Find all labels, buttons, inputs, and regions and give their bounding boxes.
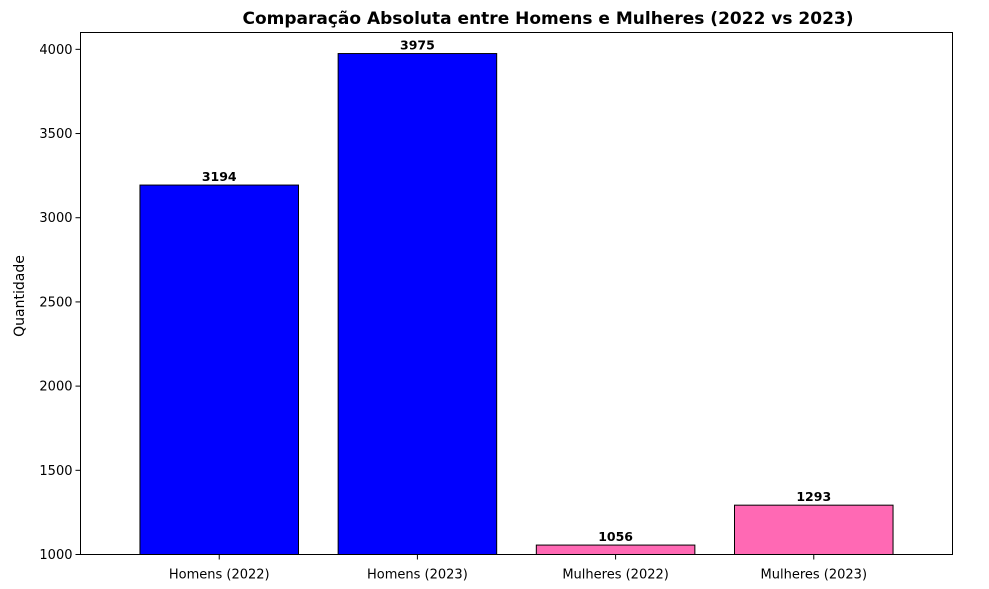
plot-frame: [80, 32, 953, 555]
x-tick-label-2: Mulheres (2022): [562, 568, 669, 583]
y-tick-label-4: 3000: [39, 211, 72, 226]
chart-title: Comparação Absoluta entre Homens e Mulhe…: [242, 9, 853, 29]
y-axis-label: Quantidade: [12, 255, 28, 337]
x-axis-ticks: Homens (2022) Homens (2023) Mulheres (2022…: [169, 554, 868, 583]
y-tick-label-6: 4000: [39, 43, 72, 58]
value-label-3: 1293: [796, 489, 831, 504]
bar-1: [337, 53, 498, 555]
bar-3: [734, 504, 894, 555]
x-tick-label-0: Homens (2022): [169, 568, 270, 583]
x-tick-label-1: Homens (2023): [367, 568, 468, 583]
value-label-1: 3975: [400, 38, 435, 53]
bar-0: [139, 184, 299, 555]
y-tick-label-5: 3500: [39, 127, 72, 142]
value-label-0: 3194: [202, 169, 237, 184]
value-label-2: 1056: [598, 529, 633, 544]
y-tick-label-2: 2000: [39, 380, 72, 395]
value-labels-group: 3194 3975 1056 1293: [202, 38, 831, 545]
y-tick-label-3: 2500: [39, 295, 72, 310]
bars-group: [139, 53, 894, 555]
y-tick-label-1: 1500: [39, 464, 72, 479]
bar-2: [535, 544, 696, 555]
x-tick-label-3: Mulheres (2023): [761, 568, 868, 583]
y-axis-ticks: 1000 1500 2000 2500 3000 3500 4000: [39, 43, 81, 563]
y-tick-label-0: 1000: [39, 548, 72, 563]
